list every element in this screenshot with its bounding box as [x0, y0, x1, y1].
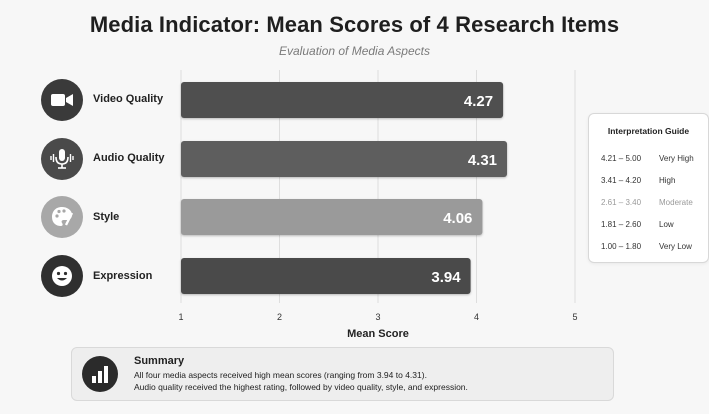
guide-range: 1.81 – 2.60: [601, 220, 642, 229]
bar-value-label: 3.94: [431, 269, 461, 286]
chart-subtitle: Evaluation of Media Aspects: [279, 44, 430, 58]
summary-line-2: Audio quality received the highest ratin…: [134, 382, 468, 392]
x-tick-label: 4: [474, 312, 479, 322]
guide-level: High: [659, 176, 676, 185]
guide-range: 3.41 – 4.20: [601, 176, 642, 185]
guide-row: 3.41 – 4.20 High: [601, 176, 675, 185]
bar-value-label: 4.27: [464, 93, 493, 110]
guide-row: 4.21 – 5.00 Very High: [601, 154, 694, 163]
video-camera-icon: [41, 79, 83, 121]
guide-level: Moderate: [659, 198, 693, 207]
x-tick-label: 5: [572, 312, 577, 322]
category-label-audio-quality: Audio Quality: [93, 152, 165, 164]
microphone-icon: [41, 138, 83, 180]
palette-icon: [41, 196, 83, 238]
bar: [181, 141, 508, 177]
smiley-face-icon: [41, 255, 83, 297]
bar: [181, 199, 483, 235]
bar: [181, 258, 471, 294]
chart-title: Media Indicator: Mean Scores of 4 Resear…: [89, 12, 620, 37]
guide-row: 1.81 – 2.60 Low: [601, 220, 674, 229]
summary-line-1: All four media aspects received high mea…: [134, 370, 427, 380]
bar-value-label: 4.31: [468, 152, 497, 169]
x-tick-label: 3: [375, 312, 380, 322]
guide-range: 2.61 – 3.40: [601, 198, 642, 207]
summary-title: Summary: [134, 355, 185, 367]
category-label-video-quality: Video Quality: [93, 93, 164, 105]
guide-row: 2.61 – 3.40 Moderate: [601, 198, 693, 207]
guide-level: Very High: [659, 154, 694, 163]
bar-value-label: 4.06: [443, 210, 472, 227]
bar-chart-icon: [82, 356, 118, 392]
guide-range: 4.21 – 5.00: [601, 154, 642, 163]
category-label-expression: Expression: [93, 270, 153, 282]
interpretation-guide: Interpretation Guide 4.21 – 5.00 Very Hig…: [588, 113, 709, 263]
bar: [181, 82, 504, 118]
summary-panel: Summary All four media aspects received …: [71, 347, 614, 401]
x-axis-label: Mean Score: [347, 328, 409, 340]
x-tick-label: 2: [277, 312, 282, 322]
category-label-style: Style: [93, 211, 120, 223]
guide-level: Very Low: [659, 242, 692, 251]
guide-row: 1.00 – 1.80 Very Low: [601, 242, 692, 251]
guide-level: Low: [659, 220, 674, 229]
guide-title: Interpretation Guide: [607, 126, 690, 136]
x-tick-label: 1: [178, 312, 183, 322]
guide-range: 1.00 – 1.80: [601, 242, 642, 251]
